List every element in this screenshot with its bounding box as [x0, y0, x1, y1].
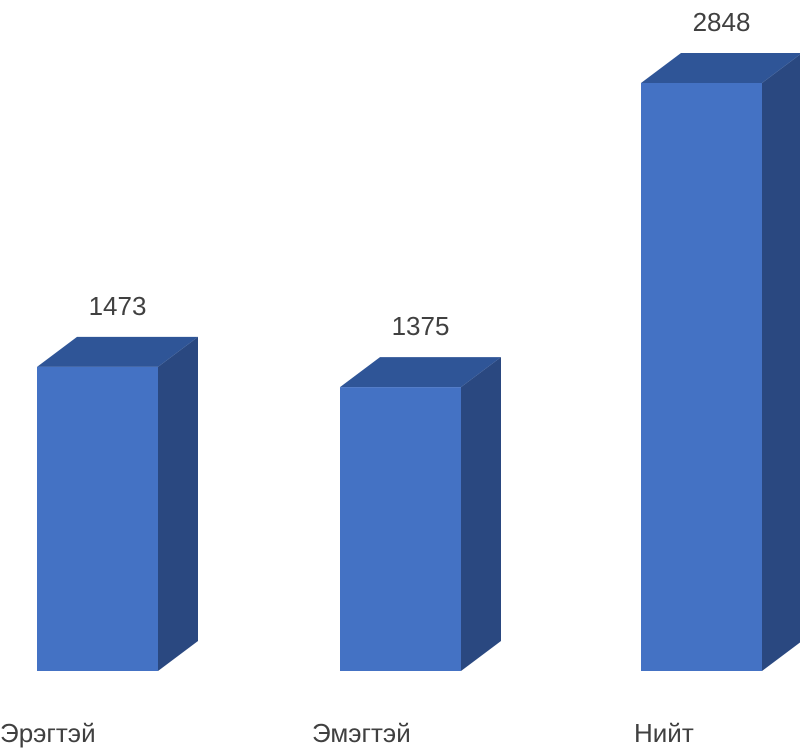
bar-3-top-face — [641, 53, 800, 83]
bar-2-front-face — [340, 387, 461, 671]
category-label-3: Нийт — [634, 718, 694, 748]
value-label-1: 1473 — [89, 291, 147, 321]
bar-1-front-face — [37, 366, 158, 671]
bar-3-front-face — [641, 83, 762, 671]
bar-3-side-face — [762, 54, 800, 671]
category-label-2: Эмэгтэй — [312, 718, 411, 748]
bar-1-side-face — [158, 336, 198, 671]
bars-group — [37, 53, 800, 671]
bar-2-side-face — [461, 357, 501, 671]
category-labels-group: Эрэгтэй Эмэгтэй Нийт — [0, 718, 694, 748]
bar-1-top-face — [37, 336, 198, 367]
bar-1 — [37, 336, 198, 671]
value-label-2: 1375 — [392, 311, 450, 341]
value-label-3: 2848 — [693, 7, 751, 37]
value-labels-group: 1473 1375 2848 — [89, 7, 751, 341]
bar-2 — [340, 357, 501, 671]
bar-2-top-face — [340, 357, 501, 388]
bar-3 — [641, 53, 800, 671]
category-label-1: Эрэгтэй — [0, 718, 96, 748]
